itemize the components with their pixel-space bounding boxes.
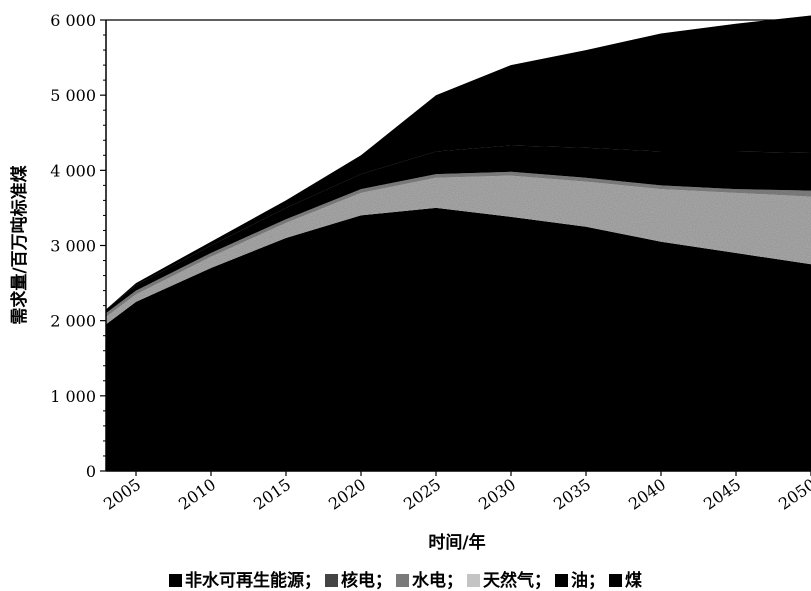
- area-chart: 0 1 000 2 000 3 000 4 000 5 000 6 000 2005 2010…: [9, 11, 811, 553]
- legend-item-4: 油；: [555, 566, 605, 591]
- legend-item-3: 天然气；: [467, 566, 551, 591]
- stacked-areas: [106, 15, 811, 471]
- legend-label: 油；: [571, 571, 605, 591]
- x-tick-label: 2030: [475, 475, 519, 514]
- legend-item-2: 水电；: [396, 566, 463, 591]
- x-tick-label: 2035: [550, 475, 594, 514]
- y-tick-label: 6 000: [50, 11, 96, 30]
- legend-label: 水电；: [412, 571, 463, 591]
- y-tick-label: 5 000: [50, 86, 96, 105]
- legend-item-1: 核电；: [325, 566, 392, 591]
- legend-label: 非水可再生能源；: [185, 571, 321, 591]
- x-tick-label: 2050: [775, 475, 811, 514]
- y-axis: 0 1 000 2 000 3 000 4 000 5 000 6 000: [50, 11, 106, 481]
- x-axis-title: 时间/年: [428, 532, 485, 553]
- x-tick-label: 2020: [325, 475, 369, 514]
- legend-swatch: [396, 574, 409, 587]
- legend-swatch: [555, 574, 568, 587]
- y-tick-label: 2 000: [50, 312, 96, 331]
- x-tick-label: 2015: [250, 475, 294, 514]
- y-tick-label: 1 000: [50, 387, 96, 406]
- y-tick-label: 0: [86, 462, 96, 481]
- area-series-5: [106, 15, 811, 310]
- legend-label: 核电；: [341, 571, 392, 591]
- area-series-4: [106, 145, 811, 314]
- x-tick-label: 2045: [700, 475, 744, 514]
- legend-swatch: [467, 574, 480, 587]
- y-tick-label: 3 000: [50, 237, 96, 256]
- y-tick-label: 4 000: [50, 161, 96, 180]
- legend-swatch: [609, 574, 622, 587]
- x-tick-label: 2025: [400, 475, 444, 514]
- x-tick-label: 2010: [175, 475, 219, 514]
- legend-swatch: [325, 574, 338, 587]
- legend-label: 天然气；: [483, 571, 551, 591]
- legend-item-5: 煤: [609, 566, 642, 591]
- legend-label: 煤: [625, 571, 642, 591]
- legend-swatch: [169, 574, 182, 587]
- legend-item-0: 非水可再生能源；: [169, 566, 321, 591]
- area-series-0: [106, 207, 811, 471]
- x-axis: 2005 2010 2015 2020 2025 2030 2035 2040 2045 2050: [100, 471, 811, 514]
- legend: 非水可再生能源； 核电； 水电； 天然气； 油； 煤: [0, 566, 811, 591]
- area-series-2: [106, 175, 811, 325]
- x-tick-label: 2005: [100, 475, 144, 514]
- x-tick-label: 2040: [625, 475, 669, 514]
- y-axis-title: 需求量/百万吨标准煤: [9, 165, 30, 324]
